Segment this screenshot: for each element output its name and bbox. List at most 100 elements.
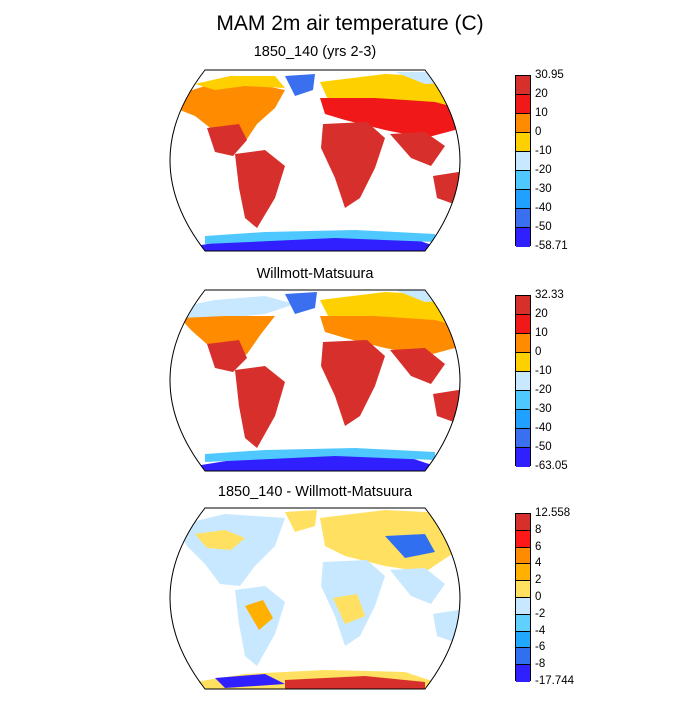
panel-1: 1850_140 (yrs 2-3) 30. [0,40,700,270]
colorbar-segment [516,114,530,133]
eurasia-mid [320,98,460,138]
continents-3 [175,510,460,689]
colorbar-tick-label: -4 [535,624,546,637]
main-title: MAM 2m air temperature (C) [216,12,484,35]
colorbar-tick-label: -20 [535,164,552,176]
colorbar-segment [516,631,530,649]
colorbar-segment [516,665,530,682]
colorbar-tick-label: -10 [535,145,552,157]
map-boundary-1 [169,69,461,252]
eurasia-cold [385,534,435,558]
colorbar-3 [515,513,531,682]
colorbar-tick-label: 4 [535,557,542,570]
colorbar-tick-label: 2 [535,574,542,587]
north-america-warm [173,82,285,148]
colorbar-segment [516,448,530,467]
north-america-south [207,340,247,372]
colorbar-tick-label: 10 [535,107,548,119]
colorbar-tick-label: 0 [535,126,542,138]
north-america-cold [175,296,295,320]
africa-warm [333,594,365,624]
north-america-warm [195,530,245,550]
africa [321,122,385,208]
colorbar-2 [515,295,531,467]
panel-2: Willmott-Matsuura 32.33 20 10 0 -10 -20 -30 -40… [0,262,700,492]
colorbar-tick-label: 6 [535,540,542,553]
australia [433,388,460,426]
panel-1-title: 1850_140 (yrs 2-3) [253,44,377,60]
greenland [285,510,317,532]
panel-2-title: Willmott-Matsuura [256,266,374,282]
colorbar-segment [516,152,530,171]
colorbar-1 [515,75,531,247]
colorbar-tick-label: -17.744 [535,675,575,687]
africa [321,340,385,426]
colorbar-tick-label: -20 [535,384,552,396]
india-seasia [390,132,445,166]
colorbar-segment [516,614,530,632]
colorbar-tick-label: 20 [535,308,548,320]
colorbar-segment [516,133,530,152]
colorbar-segment [516,353,530,372]
colorbar-tick-label: -50 [535,441,552,453]
colorbar-segment [516,597,530,615]
colorbar-segment [516,564,530,582]
eurasia-mid [320,316,460,356]
colorbar-tick-label: -10 [535,365,552,377]
colorbar-segment [516,171,530,190]
map-plot-3 [169,507,461,690]
australia [433,170,460,208]
colorbar-tick-label: 0 [535,346,542,358]
colorbar-tick-label: -40 [535,422,552,434]
south-america-warm [245,600,273,630]
colorbar-segment [516,315,530,334]
colorbar-tick-label: -63.05 [535,460,568,472]
colorbar-tick-label: 10 [535,327,548,339]
colorbar-tick-label: -6 [535,641,546,654]
colorbar-tick-label: -8 [535,658,546,671]
colorbar-tick-label: 8 [535,523,542,536]
antarctica-hot [285,676,425,689]
colorbar-segment [516,95,530,114]
antarctica-edge [205,448,435,462]
india-seasia [390,568,445,604]
colorbar-segment [516,334,530,353]
colorbar-segment [516,429,530,448]
colorbar-tick-label: -2 [535,607,546,620]
map-boundary-2 [169,289,461,472]
north-america-south [207,124,247,156]
colorbar-tick-label: 32.33 [535,289,564,301]
map-boundary-3 [169,507,461,690]
australia [433,608,460,646]
panel-3-title: 1850_140 - Willmott-Matsuura [217,484,413,500]
colorbar-tick-label: -30 [535,183,552,195]
map-plot-1 [169,69,461,252]
colorbar-segment [516,372,530,391]
antarctica-edge [205,230,435,244]
south-america [235,150,285,228]
colorbar-tick-label: -30 [535,403,552,415]
colorbar-segment [516,547,530,565]
colorbar-tick-label: -40 [535,202,552,214]
india-seasia [390,348,445,384]
colorbar-segment [516,581,530,598]
colorbar-tick-label: 30.95 [535,69,564,81]
continents-1 [173,72,460,251]
north-america-cool [195,76,285,90]
colorbar-segment [516,76,530,95]
continents-2 [175,290,460,471]
colorbar-segment [516,209,530,228]
colorbar-segment [516,530,530,548]
colorbar-segment [516,190,530,209]
colorbar-tick-label: 12.558 [535,507,571,519]
colorbar-segment [516,410,530,429]
colorbar-tick-label: -50 [535,221,552,233]
colorbar-segment [516,648,530,666]
colorbar-tick-label: 0 [535,591,542,603]
colorbar-segment [516,514,530,531]
colorbar-tick-label: 20 [535,88,548,100]
colorbar-tick-label: -58.71 [535,240,568,252]
panel-3: 1850_140 - Willmott-Matsuura 12.558 8 6 4 2 0… [0,480,700,710]
colorbar-segment [516,228,530,247]
north-america-warm [180,316,275,362]
